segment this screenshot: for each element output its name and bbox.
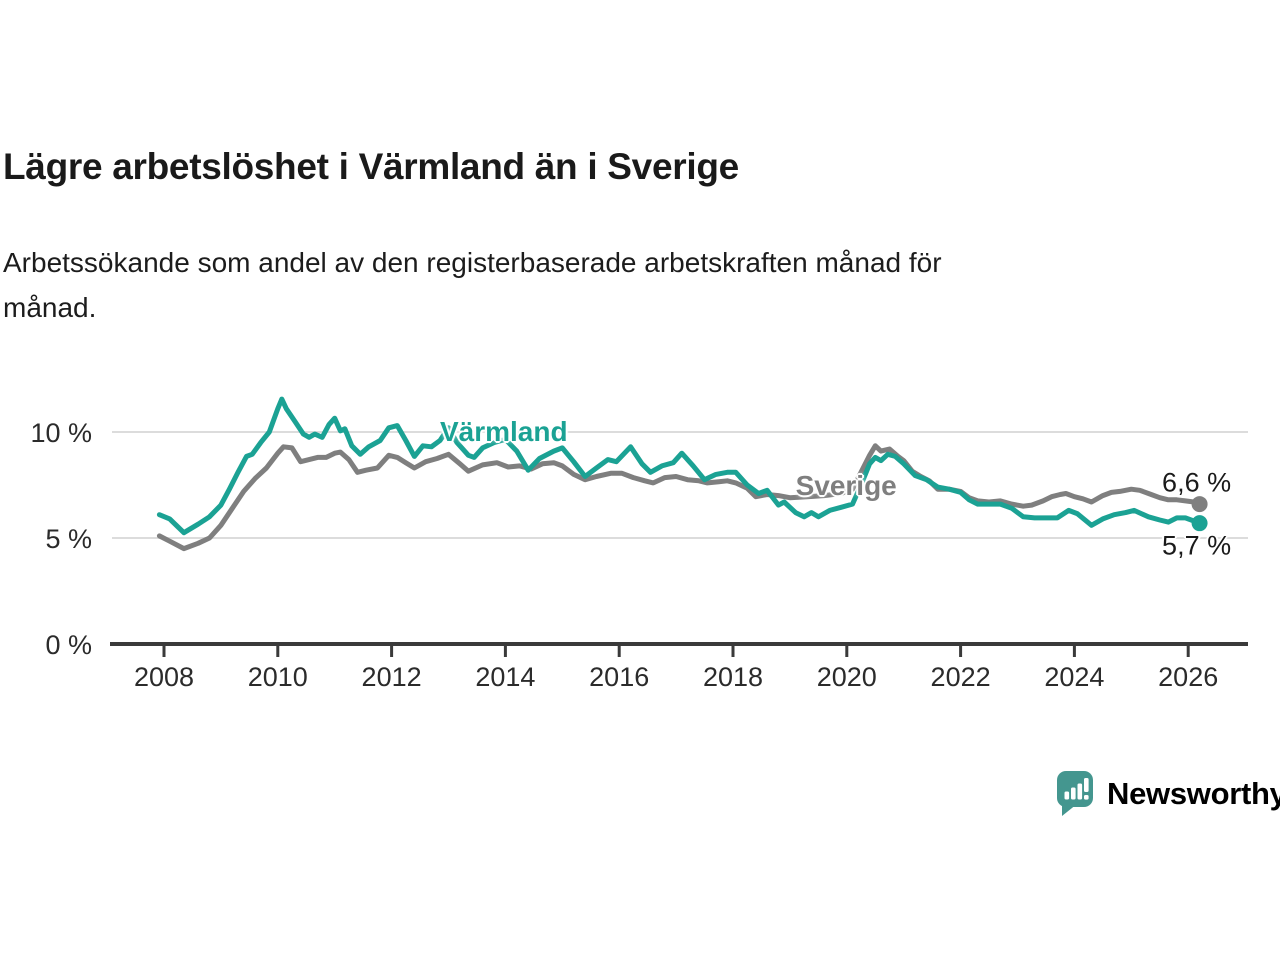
x-axis-tick-label: 2018	[703, 662, 763, 692]
x-axis-tick-label: 2008	[134, 662, 194, 692]
x-axis-tick-label: 2012	[362, 662, 422, 692]
x-axis-tick-label: 2016	[589, 662, 649, 692]
series-line-sverige	[156, 443, 1203, 552]
newsworthy-icon	[1057, 771, 1093, 816]
end-value-label-varmland: 5,7 %	[1162, 530, 1232, 561]
series-line-varmland	[156, 396, 1203, 536]
series-end-dot-varmland	[1191, 515, 1208, 532]
chart-subtitle-line2: månad.	[3, 292, 97, 323]
x-axis-tick-label: 2020	[817, 662, 877, 692]
x-axis-tick-label: 2026	[1158, 662, 1218, 692]
series-label-sverige: Sverige	[795, 470, 897, 502]
chart-subtitle: Arbetssökande som andel av den registerb…	[3, 240, 942, 330]
series-end-dot-sverige	[1191, 496, 1208, 513]
end-value-label-sverige: 6,6 %	[1162, 467, 1232, 498]
x-axis-tick-label: 2024	[1044, 662, 1104, 692]
y-axis-tick-label: 5 %	[45, 524, 92, 554]
x-axis-tick-label: 2022	[931, 662, 991, 692]
newsworthy-logo: Newsworthy	[1056, 770, 1280, 817]
newsworthy-wordmark: Newsworthy	[1107, 775, 1280, 811]
chart-title: Lägre arbetslöshet i Värmland än i Sveri…	[3, 146, 739, 187]
x-axis-tick-label: 2014	[475, 662, 535, 692]
chart-subtitle-line1: Arbetssökande som andel av den registerb…	[3, 247, 942, 278]
y-axis-tick-label: 10 %	[30, 418, 92, 448]
x-axis-tick-label: 2010	[248, 662, 308, 692]
y-axis-tick-label: 0 %	[45, 630, 92, 660]
series-label-varmland: Värmland	[439, 416, 568, 447]
